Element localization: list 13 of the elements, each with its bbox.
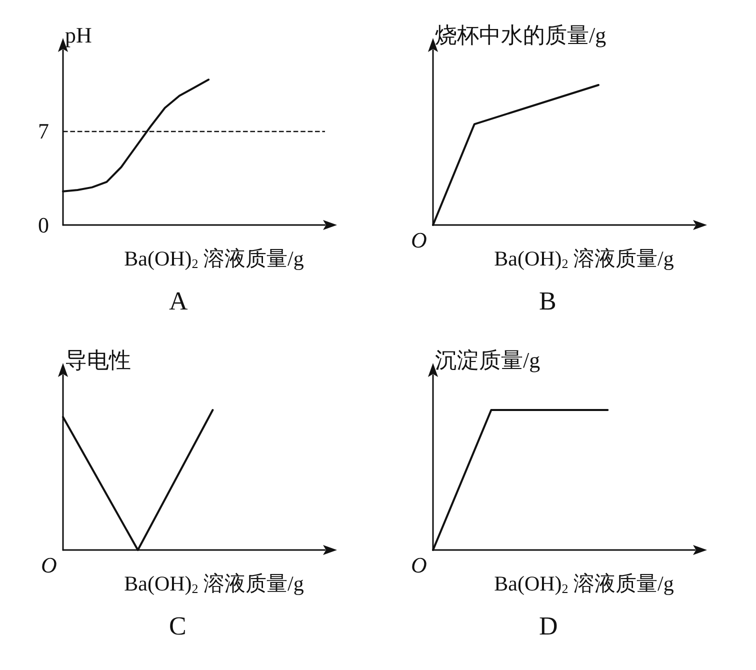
y-axis-title: 烧杯中水的质量/g (435, 22, 606, 48)
text: B (539, 286, 556, 316)
y-tick-label: 0 (38, 212, 49, 238)
text: A (169, 286, 188, 316)
y-tick-label: 7 (38, 118, 49, 144)
text: C (169, 612, 186, 640)
y-axis-title: 导电性 (65, 348, 131, 372)
text: O (411, 228, 427, 252)
text: D (539, 612, 558, 640)
y-axis-title: pH (65, 22, 92, 48)
y-axis-title: 沉淀质量/g (435, 348, 540, 372)
text: O (41, 552, 57, 578)
text: O (411, 552, 427, 578)
